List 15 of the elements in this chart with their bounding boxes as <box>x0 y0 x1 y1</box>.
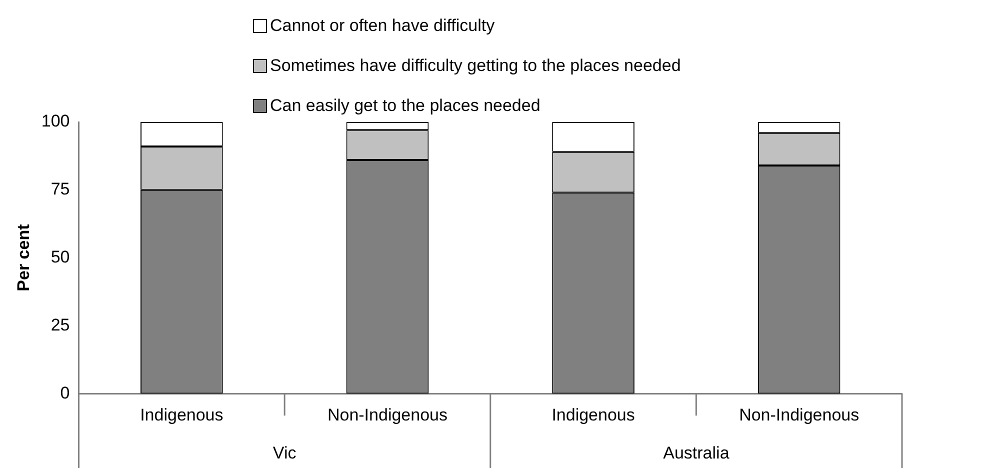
legend-label: Cannot or often have difficulty <box>270 16 495 36</box>
y-tick-label: 50 <box>50 247 70 266</box>
text: Vic <box>272 443 297 462</box>
y-tick-label: 100 <box>41 112 70 131</box>
x-tick-label: Indigenous <box>552 405 635 424</box>
y-tick-label: 25 <box>50 315 70 334</box>
y-axis-title: Per cent <box>14 224 33 292</box>
y-tick-label: 75 <box>50 180 70 199</box>
x-tick-label: Non-Indigenous <box>739 405 860 424</box>
legend-label: Can easily get to the places needed <box>270 96 540 116</box>
y-tick-label: 0 <box>60 383 70 402</box>
x-tick-label: Indigenous <box>140 405 224 424</box>
x-tick-label: Non-Indigenous <box>327 405 448 424</box>
text: Australia <box>663 443 730 462</box>
legend-label: Sometimes have difficulty getting to the places needed <box>270 56 681 76</box>
